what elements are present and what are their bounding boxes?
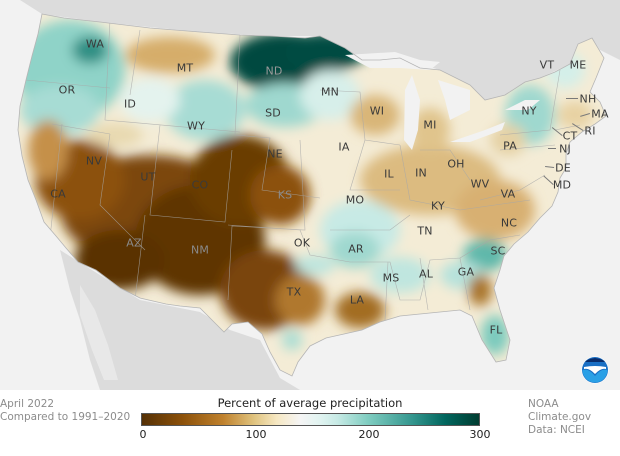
state-label-or: OR xyxy=(58,83,76,97)
state-label-tn: TN xyxy=(417,224,433,238)
state-label-il: IL xyxy=(384,167,394,181)
state-label-co: CO xyxy=(191,178,209,192)
state-label-ok: OK xyxy=(293,236,311,250)
state-label-fl: FL xyxy=(489,323,503,337)
state-label-la: LA xyxy=(349,293,365,307)
colorbar-tick-0: 0 xyxy=(139,428,147,441)
state-label-ny: NY xyxy=(521,104,537,118)
state-label-ri: RI xyxy=(584,124,596,138)
state-label-id: ID xyxy=(123,97,137,111)
footer-left: April 2022 Compared to 1991–2020 xyxy=(0,398,130,424)
state-label-de: DE xyxy=(555,161,571,175)
credit-label: NOAA Climate.gov xyxy=(528,398,592,423)
state-label-wy: WY xyxy=(187,119,205,133)
state-label-ky: KY xyxy=(431,199,445,213)
state-label-wa: WA xyxy=(85,37,105,51)
noaa-logo-icon xyxy=(581,356,609,384)
state-label-nd: ND xyxy=(265,64,283,78)
state-label-nv: NV xyxy=(85,154,103,168)
state-label-ma: MA xyxy=(591,107,609,121)
state-label-ms: MS xyxy=(382,271,400,285)
state-label-az: AZ xyxy=(126,236,142,250)
state-label-pa: PA xyxy=(503,139,517,153)
baseline-label: Compared to 1991–2020 xyxy=(0,411,131,423)
state-label-ut: UT xyxy=(140,170,156,184)
state-label-vt: VT xyxy=(539,58,555,72)
state-label-tx: TX xyxy=(286,285,302,299)
source-label: Data: NCEI xyxy=(528,424,585,436)
state-label-oh: OH xyxy=(447,157,465,171)
label-leader-line xyxy=(566,98,578,99)
state-label-mi: MI xyxy=(423,118,437,132)
state-label-ar: AR xyxy=(348,242,364,256)
state-label-ia: IA xyxy=(338,140,350,154)
state-label-wv: WV xyxy=(470,177,490,191)
precipitation-map: WA OR ID MT WY ND SD NE NV UT CO KS CA AZ NM OK TX MN IA WI… xyxy=(0,0,620,390)
state-label-me: ME xyxy=(569,58,587,72)
state-label-wi: WI xyxy=(369,104,385,118)
state-label-mt: MT xyxy=(176,61,194,75)
state-label-mo: MO xyxy=(345,193,365,207)
state-label-mn: MN xyxy=(320,85,340,99)
state-label-ga: GA xyxy=(457,265,475,279)
state-label-ca: CA xyxy=(50,187,66,201)
colorbar xyxy=(141,413,480,426)
map-graphic xyxy=(0,0,620,390)
state-label-ct: CT xyxy=(562,129,578,143)
state-label-nc: NC xyxy=(500,216,518,230)
state-label-al: AL xyxy=(418,267,434,281)
legend-title: Percent of average precipitation xyxy=(217,396,403,410)
label-leader-line xyxy=(548,148,556,149)
state-label-md: MD xyxy=(552,178,572,192)
state-label-ne: NE xyxy=(267,147,283,161)
state-label-sc: SC xyxy=(490,244,506,258)
state-label-va: VA xyxy=(500,187,516,201)
state-label-in: IN xyxy=(415,166,427,180)
state-label-sd: SD xyxy=(265,106,281,120)
colorbar-tick-200: 200 xyxy=(358,428,380,441)
state-label-nm: NM xyxy=(190,243,210,257)
footer-right: NOAA Climate.gov Data: NCEI xyxy=(528,398,620,437)
state-label-ks: KS xyxy=(277,188,293,202)
period-label: April 2022 xyxy=(0,398,55,410)
state-label-nj: NJ xyxy=(559,142,571,156)
colorbar-tick-100: 100 xyxy=(245,428,267,441)
state-label-nh: NH xyxy=(579,92,597,106)
colorbar-tick-300: 300 xyxy=(469,428,491,441)
